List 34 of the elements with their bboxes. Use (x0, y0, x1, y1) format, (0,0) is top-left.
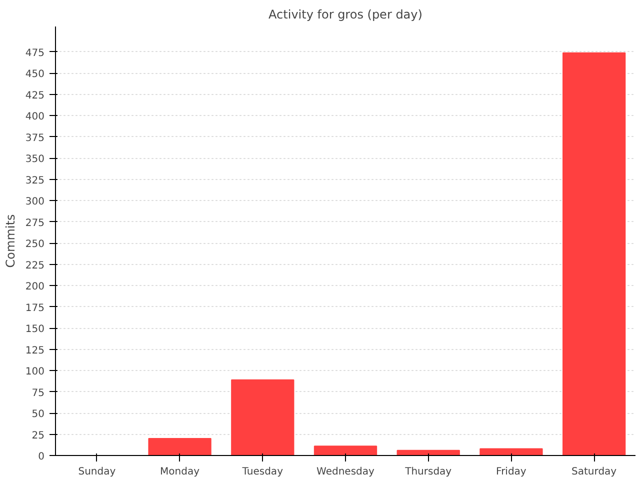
y-tick-label: 25 (32, 430, 45, 442)
x-tick-label: Friday (496, 466, 526, 478)
y-tick-label: 425 (25, 90, 45, 102)
y-tick-label: 450 (25, 69, 45, 80)
chart-title: Activity for gros (per day) (268, 8, 422, 22)
y-tick-label: 475 (25, 48, 45, 59)
y-tick-label: 325 (25, 175, 45, 186)
bar (148, 438, 212, 456)
x-tick-label: Tuesday (241, 466, 284, 478)
y-tick-label: 375 (25, 132, 45, 144)
y-tick-label: 225 (25, 260, 45, 272)
y-tick-label: 175 (25, 302, 45, 314)
y-tick-label: 150 (25, 324, 45, 336)
y-tick-label: 350 (25, 154, 45, 166)
y-tick-label: 0 (38, 452, 45, 462)
x-tick-label: Sunday (78, 466, 116, 478)
y-tick-label: 75 (32, 388, 45, 399)
x-tick-label: Saturday (572, 466, 617, 478)
y-tick-label: 50 (32, 409, 45, 420)
bar (314, 446, 378, 456)
y-tick-label: 100 (25, 366, 45, 378)
y-tick-label: 300 (25, 196, 45, 208)
bar (562, 52, 626, 456)
bar (480, 448, 543, 456)
x-tick-label: Monday (160, 466, 200, 478)
x-tick-label: Thursday (404, 466, 452, 478)
x-tick-label: Wednesday (316, 466, 375, 478)
y-axis-title: Commits (3, 214, 18, 268)
y-tick-label: 400 (25, 112, 45, 123)
y-tick-label: 200 (25, 282, 45, 293)
y-tick-label: 250 (25, 239, 45, 250)
y-tick-label: 125 (25, 345, 45, 356)
y-tick-label: 275 (25, 218, 45, 229)
bar (231, 379, 294, 456)
